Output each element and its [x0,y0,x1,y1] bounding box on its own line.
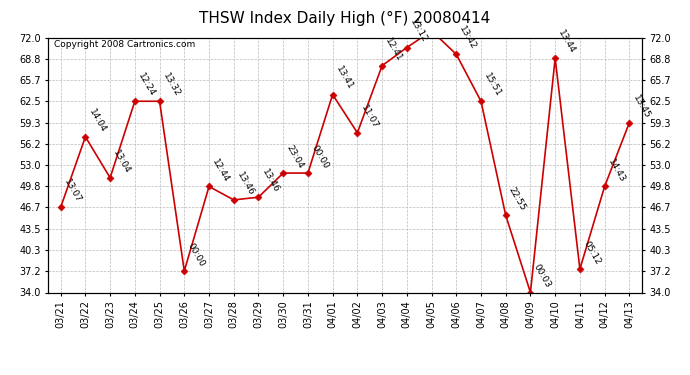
Text: THSW Index Daily High (°F) 20080414: THSW Index Daily High (°F) 20080414 [199,11,491,26]
Text: 14:04: 14:04 [87,107,108,134]
Text: 13:12: 13:12 [408,18,429,45]
Text: 13:46: 13:46 [235,170,256,197]
Text: 12:41: 12:41 [384,36,404,63]
Text: 13:04: 13:04 [112,148,132,175]
Text: 00:00: 00:00 [309,143,330,170]
Text: Copyright 2008 Cartronics.com: Copyright 2008 Cartronics.com [55,40,195,49]
Text: 14:43: 14:43 [606,157,627,184]
Text: 13:07: 13:07 [62,178,83,204]
Text: 23:04: 23:04 [284,144,305,170]
Text: 12:44: 12:44 [210,157,231,184]
Text: 12:24: 12:24 [136,72,157,99]
Text: 00:03: 00:03 [532,263,553,290]
Text: 13:45: 13:45 [631,93,651,120]
Text: 05:12: 05:12 [581,239,602,266]
Text: 11:07: 11:07 [359,103,380,130]
Text: 00:00: 00:00 [186,242,206,268]
Text: 13:41: 13:41 [334,65,355,92]
Text: 13:42: 13:42 [0,374,1,375]
Text: 13:46: 13:46 [260,168,281,194]
Text: 15:51: 15:51 [482,72,503,99]
Text: 13:32: 13:32 [161,72,181,99]
Text: 13:42: 13:42 [457,25,478,51]
Text: 13:44: 13:44 [557,29,577,56]
Text: 22:55: 22:55 [507,186,528,213]
